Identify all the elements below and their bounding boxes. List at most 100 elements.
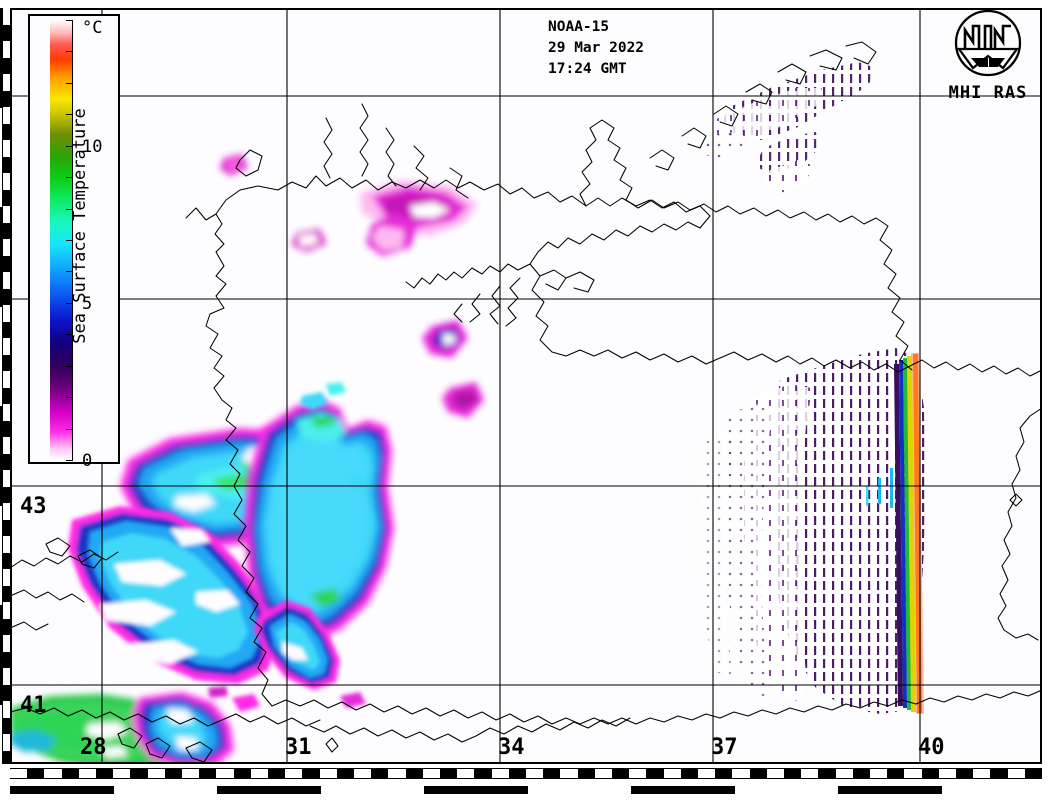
latitude-label: 43 <box>20 494 47 519</box>
tickband-left-degrees <box>0 8 3 764</box>
colorbar-tick <box>66 20 73 21</box>
border-tick-block <box>990 769 1008 778</box>
border-tick-block <box>852 769 870 778</box>
border-tick-block <box>3 90 11 107</box>
border-tick-block <box>3 354 11 371</box>
border-tick-block <box>3 651 11 668</box>
border-tick-block <box>956 769 974 778</box>
border-tick-block <box>302 769 320 778</box>
border-tick-block <box>3 717 11 734</box>
border-tick-block <box>680 769 698 778</box>
border-tick-block <box>3 618 11 635</box>
tickband-bottom-degrees <box>10 786 1042 794</box>
border-tick-block <box>3 684 11 701</box>
border-tick-block <box>3 552 11 569</box>
latitude-label: 41 <box>20 693 47 718</box>
frame-right <box>1040 8 1042 764</box>
border-tick-block <box>3 156 11 173</box>
colorbar-tick <box>66 271 73 273</box>
border-tick-block <box>0 406 3 506</box>
border-tick-block <box>3 420 11 437</box>
acquisition-time: 17:24 GMT <box>548 61 627 77</box>
border-tick-block <box>3 255 11 272</box>
border-tick-block <box>424 786 528 794</box>
colorbar-panel: °C 0 5 10 Sea Surface Temperature <box>28 14 120 471</box>
border-tick-block <box>96 769 114 778</box>
colorbar-tick <box>66 460 73 461</box>
border-tick-block <box>27 769 45 778</box>
border-tick-block <box>838 786 942 794</box>
border-tick-block <box>3 321 11 338</box>
border-tick-block <box>1024 769 1042 778</box>
border-tick-block <box>371 769 389 778</box>
sst-southwest-streaks <box>68 506 278 684</box>
colorbar-tick-label: 0 <box>82 451 93 471</box>
sst-scanedge-northeast <box>698 62 876 194</box>
border-tick-block <box>10 786 114 794</box>
border-tick-block <box>715 769 733 778</box>
border-tick-block <box>233 769 251 778</box>
border-tick-block <box>887 769 905 778</box>
border-tick-block <box>336 769 354 778</box>
border-tick-block <box>543 769 561 778</box>
coastline-layer <box>10 41 1042 763</box>
acquisition-date: 29 Mar 2022 <box>548 40 645 56</box>
colorbar-title: Sea Surface Temperature <box>70 108 90 344</box>
border-tick-block <box>474 769 492 778</box>
colorbar-tick <box>66 240 73 241</box>
border-tick-block <box>3 750 11 764</box>
longitude-label: 34 <box>498 735 525 760</box>
border-tick-block <box>164 769 182 778</box>
mhi-ras-logo: MHI RAS <box>938 8 1038 103</box>
colorbar-tick <box>66 145 73 147</box>
colorbar-tick <box>66 365 73 367</box>
satellite-name: NOAA-15 <box>548 19 610 35</box>
border-tick-block <box>0 8 3 108</box>
border-tick-block <box>61 769 79 778</box>
map-svg <box>10 8 1042 764</box>
border-tick-block <box>3 189 11 206</box>
tickband-left-minutes <box>2 8 12 764</box>
sst-azov-plume <box>220 154 484 418</box>
border-tick-block <box>508 769 526 778</box>
border-tick-block <box>405 769 423 778</box>
tickband-bottom-minutes <box>10 768 1042 779</box>
border-tick-block <box>199 769 217 778</box>
border-tick-block <box>784 769 802 778</box>
border-tick-block <box>612 769 630 778</box>
border-tick-block <box>749 769 767 778</box>
border-tick-block <box>217 786 321 794</box>
border-tick-block <box>0 605 3 705</box>
logo-mark <box>954 9 1022 77</box>
border-tick-block <box>3 519 11 536</box>
colorbar-tick <box>66 177 73 179</box>
sst-central-streak <box>254 600 340 690</box>
border-tick-block <box>268 769 286 778</box>
colorbar-tick-label: 10 <box>82 136 103 157</box>
longitude-label: 28 <box>80 735 107 760</box>
colorbar-tick <box>66 114 73 116</box>
colorbar-tick <box>66 82 73 84</box>
colorbar-unit-label: °C <box>82 18 103 38</box>
longitude-label: 40 <box>918 735 945 760</box>
sst-small-patches <box>208 382 366 712</box>
colorbar-tick <box>66 334 73 336</box>
border-tick-block <box>3 57 11 74</box>
border-tick-block <box>818 769 836 778</box>
border-tick-block <box>3 453 11 470</box>
border-tick-block <box>3 486 11 503</box>
colorbar-tick-label: 5 <box>82 293 93 314</box>
frame-top <box>10 8 1042 10</box>
border-tick-block <box>3 123 11 140</box>
border-tick-block <box>130 769 148 778</box>
colorbar-tick <box>66 397 73 399</box>
border-tick-block <box>0 207 3 307</box>
longitude-label: 31 <box>285 735 312 760</box>
border-tick-block <box>577 769 595 778</box>
colorbar-tick <box>66 208 73 210</box>
map-canvas[interactable]: °C 0 5 10 Sea Surface Temperature <box>10 8 1042 764</box>
border-tick-block <box>440 769 458 778</box>
border-tick-block <box>631 786 735 794</box>
border-tick-block <box>3 585 11 602</box>
